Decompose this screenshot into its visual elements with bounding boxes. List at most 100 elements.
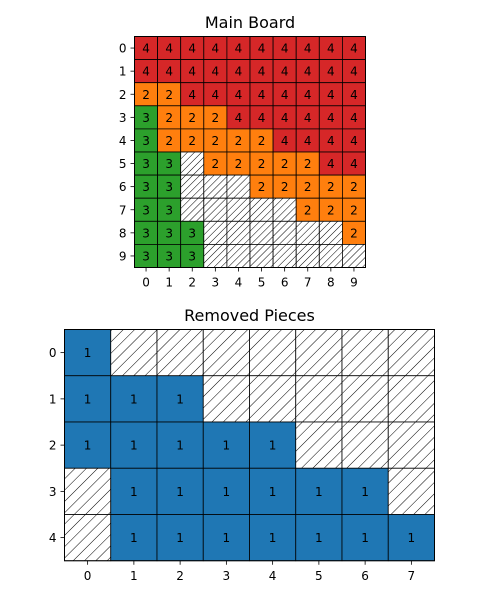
cell-value-label: 4 [304, 111, 312, 125]
cell-value-label: 4 [281, 88, 289, 102]
piece-cell [110, 514, 158, 562]
empty-cell [387, 421, 435, 469]
cell-value-label: 4 [165, 42, 173, 56]
cell-value-label: 4 [327, 88, 335, 102]
empty-cell [249, 220, 274, 245]
main-board-heatmap: 4 4 4 4 4 4 4 4 4 4 4 4 4 4 4 4 4 4 4 4 2 2 4 4 4 4 4 4 4 4 3 2 2 2 4 4 4 4 4 4… [119, 36, 366, 290]
cell-value-label: 1 [269, 531, 277, 545]
cell-value-label: 1 [84, 392, 92, 406]
x-tick-label: 1 [165, 276, 173, 290]
cell-value-label: 4 [350, 111, 358, 125]
empty-cell [295, 220, 320, 245]
piece-cell [110, 375, 158, 423]
cell-value-label: 2 [304, 157, 312, 171]
cell-value-label: 2 [235, 134, 243, 148]
cell-value-label: 4 [142, 42, 150, 56]
cell-value-label: 4 [281, 111, 289, 125]
empty-cell [295, 421, 343, 469]
cell-value-label: 3 [142, 134, 150, 148]
cell-value-label: 1 [176, 439, 184, 453]
cell-value-label: 3 [142, 203, 150, 217]
piece-cell [110, 421, 158, 469]
cell-value-label: 1 [176, 531, 184, 545]
cell-value-label: 1 [130, 485, 138, 499]
piece-cell [295, 467, 343, 515]
cell-value-label: 3 [142, 180, 150, 194]
cell-value-label: 4 [188, 42, 196, 56]
x-tick-label: 0 [142, 276, 150, 290]
empty-cell [203, 197, 228, 222]
x-tick-label: 7 [408, 569, 416, 583]
removed-pieces-title: Removed Pieces [184, 306, 315, 325]
cell-value-label: 4 [281, 65, 289, 79]
cell-value-label: 1 [223, 485, 231, 499]
cell-value-label: 2 [304, 180, 312, 194]
y-tick-label: 9 [119, 249, 127, 263]
cell-value-label: 4 [212, 65, 220, 79]
cell-value-label: 4 [281, 42, 289, 56]
cell-value-label: 1 [176, 485, 184, 499]
piece-cell [295, 514, 343, 562]
cell-value-label: 4 [327, 42, 335, 56]
cell-value-label: 2 [350, 226, 358, 240]
cell-value-label: 2 [281, 180, 289, 194]
main-board-title: Main Board [204, 13, 296, 32]
cell-value-label: 1 [84, 439, 92, 453]
empty-cell [180, 197, 205, 222]
cell-value-label: 1 [408, 531, 416, 545]
empty-cell [226, 243, 251, 268]
empty-cell [295, 329, 343, 377]
x-tick-label: 2 [188, 276, 196, 290]
cell-value-label: 4 [212, 88, 220, 102]
x-tick-label: 5 [315, 569, 323, 583]
x-tick-label: 7 [304, 276, 312, 290]
main-board-frame [134, 36, 366, 268]
cell-value-label: 4 [142, 65, 150, 79]
empty-cell [110, 329, 158, 377]
empty-cell [226, 220, 251, 245]
cell-value-label: 2 [258, 180, 266, 194]
empty-cell [272, 220, 297, 245]
cell-value-label: 4 [188, 88, 196, 102]
cell-value-label: 2 [327, 180, 335, 194]
piece-cell [341, 467, 389, 515]
cell-value-label: 2 [212, 111, 220, 125]
empty-cell [341, 329, 389, 377]
cell-value-label: 4 [258, 111, 266, 125]
empty-cell [226, 174, 251, 199]
cell-value-label: 3 [188, 226, 196, 240]
y-tick-label: 3 [49, 485, 57, 499]
cell-value-label: 4 [304, 65, 312, 79]
cell-value-label: 2 [212, 157, 220, 171]
cell-value-label: 2 [188, 111, 196, 125]
cell-value-label: 4 [235, 65, 243, 79]
cell-value-label: 2 [350, 180, 358, 194]
cell-value-label: 1 [223, 531, 231, 545]
empty-cell [318, 243, 343, 268]
cell-value-label: 2 [258, 157, 266, 171]
piece-cell [202, 467, 250, 515]
cell-value-label: 1 [223, 439, 231, 453]
cell-value-label: 4 [350, 157, 358, 171]
empty-cell [341, 421, 389, 469]
y-tick-label: 1 [119, 65, 127, 79]
x-tick-label: 0 [84, 569, 92, 583]
empty-cell [387, 467, 435, 515]
cell-value-label: 2 [165, 111, 173, 125]
x-tick-label: 2 [176, 569, 184, 583]
x-tick-label: 4 [235, 276, 243, 290]
empty-cell [341, 243, 366, 268]
empty-cell [203, 220, 228, 245]
x-tick-label: 1 [130, 569, 138, 583]
cell-value-label: 4 [165, 65, 173, 79]
cell-value-label: 4 [258, 88, 266, 102]
empty-cell [64, 514, 112, 562]
x-tick-label: 9 [350, 276, 358, 290]
empty-cell [295, 243, 320, 268]
y-tick-label: 8 [119, 226, 127, 240]
cell-value-label: 4 [258, 65, 266, 79]
y-tick-label: 1 [49, 392, 57, 406]
piece-cell [64, 329, 112, 377]
y-tick-label: 3 [119, 111, 127, 125]
